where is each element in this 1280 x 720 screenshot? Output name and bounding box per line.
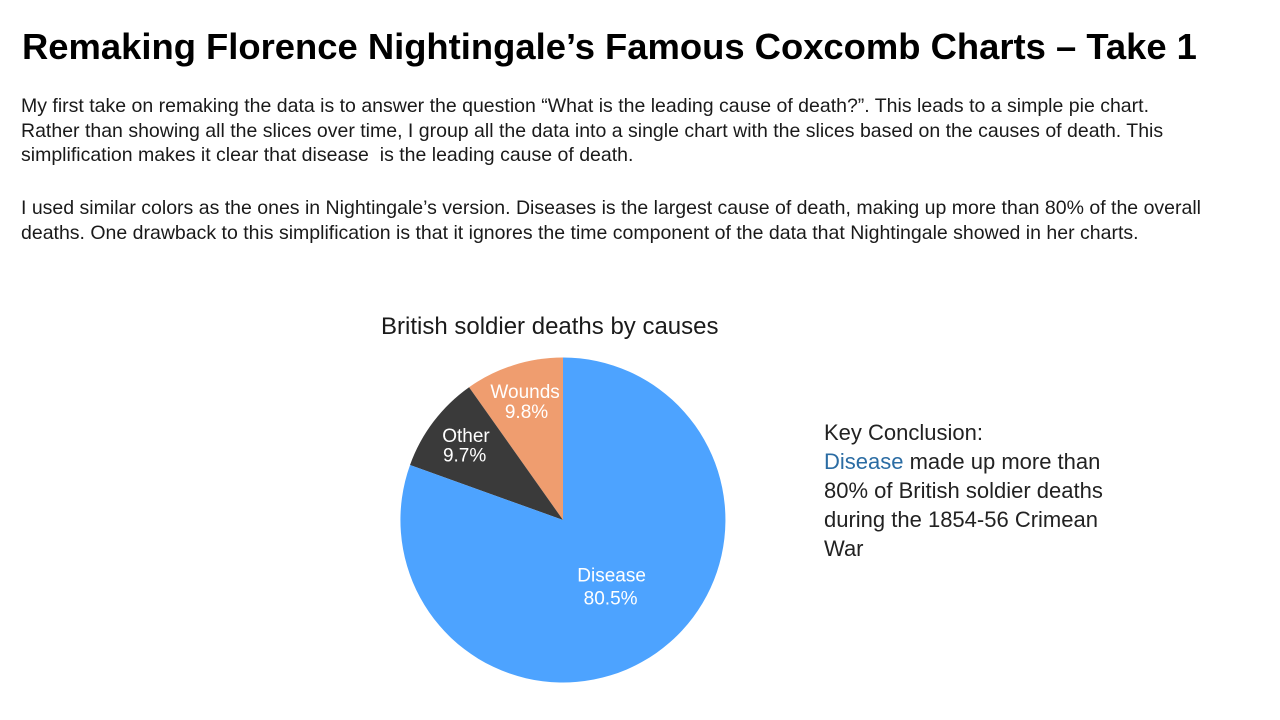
svg-text:9.8%: 9.8% [505,402,548,423]
svg-text:Other: Other [442,426,490,447]
svg-text:Disease: Disease [577,566,646,587]
svg-text:80.5%: 80.5% [584,589,638,610]
svg-text:9.7%: 9.7% [443,445,486,466]
svg-text:Wounds: Wounds [490,382,559,403]
